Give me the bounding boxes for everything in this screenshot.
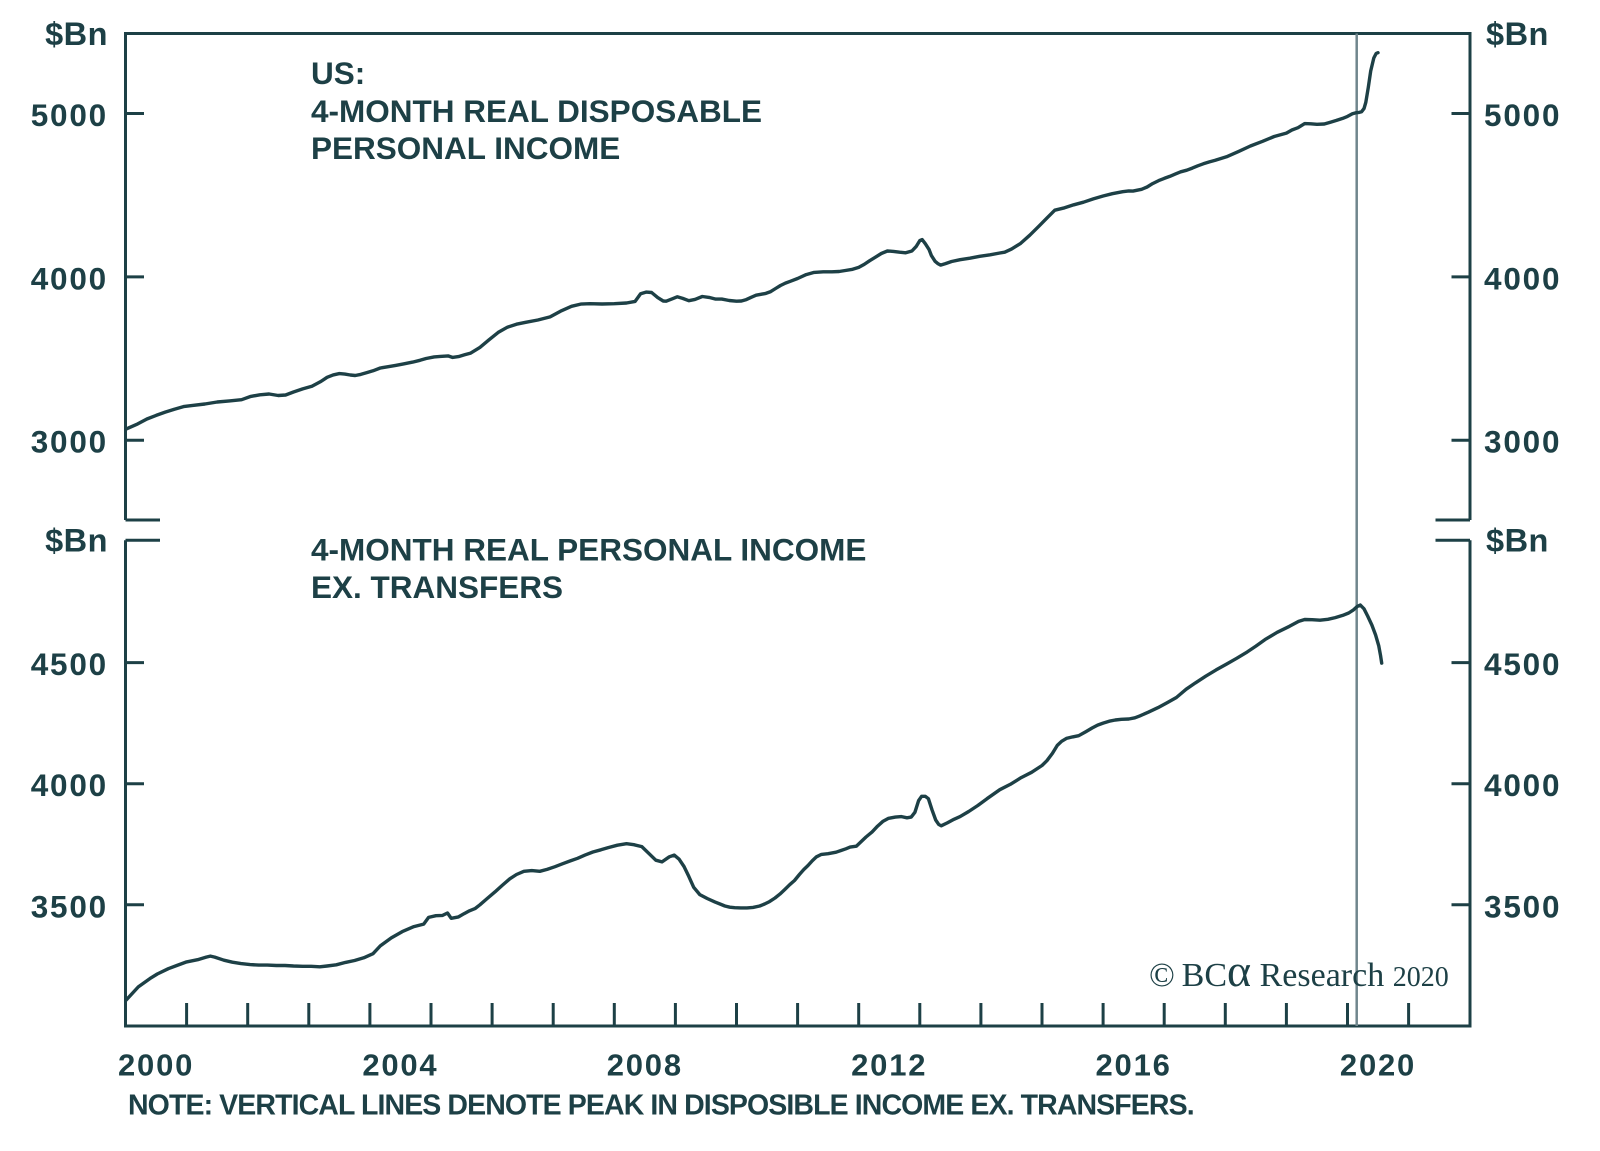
svg-text:4000: 4000 xyxy=(1484,767,1561,803)
svg-text:$Bn: $Bn xyxy=(1486,522,1549,558)
svg-text:5000: 5000 xyxy=(31,97,108,133)
svg-text:4-MONTH REAL DISPOSABLE: 4-MONTH REAL DISPOSABLE xyxy=(311,93,762,129)
svg-text:$Bn: $Bn xyxy=(1486,16,1549,52)
svg-text:4000: 4000 xyxy=(31,767,108,803)
svg-text:$Bn: $Bn xyxy=(45,522,108,558)
svg-text:4500: 4500 xyxy=(31,646,108,682)
svg-text:3000: 3000 xyxy=(31,424,108,460)
svg-text:2000: 2000 xyxy=(118,1047,194,1082)
svg-text:4-MONTH REAL PERSONAL INCOME: 4-MONTH REAL PERSONAL INCOME xyxy=(311,531,866,567)
svg-text:2012: 2012 xyxy=(851,1047,927,1082)
svg-text:US:: US: xyxy=(311,55,365,91)
svg-text:© BCα Research 2020: © BCα Research 2020 xyxy=(1149,945,1449,996)
svg-text:2016: 2016 xyxy=(1096,1047,1172,1082)
svg-text:4500: 4500 xyxy=(1484,646,1561,682)
svg-text:3500: 3500 xyxy=(1484,888,1561,924)
svg-text:2008: 2008 xyxy=(607,1047,683,1082)
svg-text:EX. TRANSFERS: EX. TRANSFERS xyxy=(311,569,563,605)
svg-text:4000: 4000 xyxy=(31,260,108,296)
svg-text:2004: 2004 xyxy=(362,1047,438,1082)
svg-text:5000: 5000 xyxy=(1484,97,1561,133)
svg-text:3500: 3500 xyxy=(31,888,108,924)
svg-text:4000: 4000 xyxy=(1484,260,1561,296)
svg-text:NOTE: VERTICAL LINES DENOTE PE: NOTE: VERTICAL LINES DENOTE PEAK IN DISP… xyxy=(128,1090,1194,1122)
svg-text:3000: 3000 xyxy=(1484,424,1561,460)
svg-text:2020: 2020 xyxy=(1340,1047,1416,1082)
svg-text:$Bn: $Bn xyxy=(45,16,108,52)
svg-text:PERSONAL INCOME: PERSONAL INCOME xyxy=(311,130,620,166)
